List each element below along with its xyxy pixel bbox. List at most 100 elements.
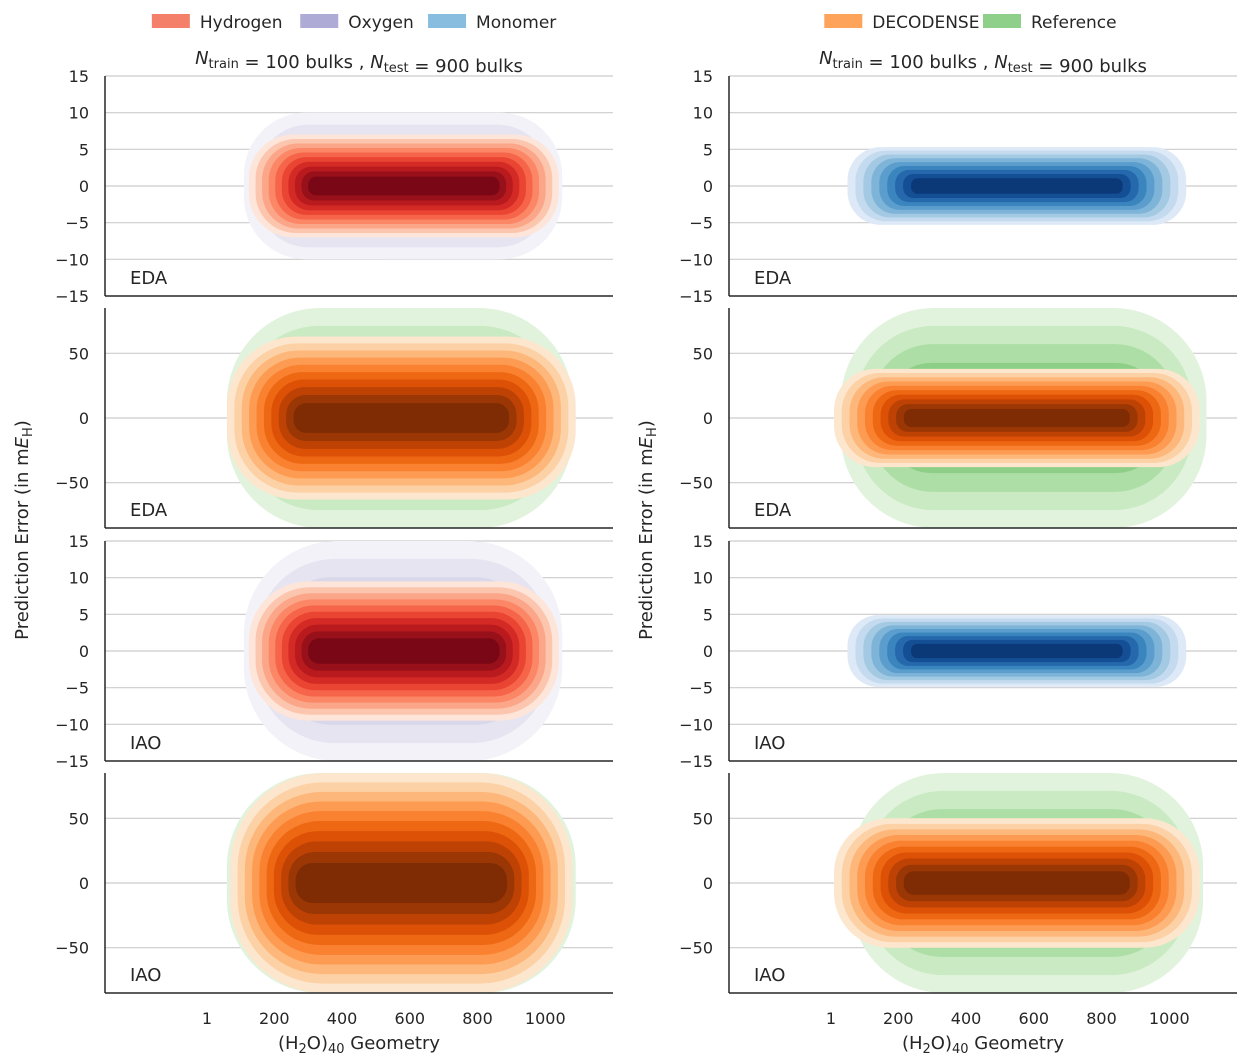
y-tick-label: −10 bbox=[679, 715, 713, 734]
density-panel: 50 0 −50 IAO bbox=[55, 773, 613, 994]
axis-labels: Ntrain = 100 bulks , Ntest = 900 bulks 1 2… bbox=[12, 48, 1190, 1053]
density-contours bbox=[833, 308, 1207, 528]
y-tick-label: −50 bbox=[55, 474, 89, 493]
y-tick-label: 10 bbox=[693, 569, 713, 588]
y-tick-label: 50 bbox=[693, 809, 713, 828]
y-axis-label: Prediction Error (in mEH) bbox=[12, 420, 36, 640]
contour-level bbox=[308, 176, 500, 196]
density-contours bbox=[243, 541, 563, 761]
y-tick-label: 0 bbox=[79, 642, 89, 661]
density-panel: 15 10 5 0 −5 −10 −15 IAO bbox=[679, 532, 1237, 771]
density-panel: 15 10 5 0 −5 −10 −15 EDA bbox=[679, 67, 1237, 306]
y-tick-label: 50 bbox=[69, 809, 89, 828]
subplot-title: Ntrain = 100 bulks , Ntest = 900 bulks bbox=[819, 48, 1147, 77]
x-tick-label: 600 bbox=[395, 1009, 426, 1028]
y-tick-label: 0 bbox=[703, 642, 713, 661]
y-tick-label: 15 bbox=[693, 532, 713, 551]
density-contours bbox=[847, 615, 1187, 687]
y-tick-label: −15 bbox=[679, 287, 713, 306]
y-tick-label: 5 bbox=[703, 605, 713, 624]
contour-level bbox=[911, 178, 1123, 194]
density-contours bbox=[847, 147, 1187, 225]
legend-swatch bbox=[824, 14, 863, 28]
x-tick-label: 400 bbox=[327, 1009, 358, 1028]
contour-level bbox=[903, 871, 1130, 895]
y-tick-label: −10 bbox=[679, 250, 713, 269]
y-axis-label: Prediction Error (in mEH) bbox=[636, 420, 660, 640]
panel-label: IAO bbox=[130, 733, 161, 754]
density-contours bbox=[226, 773, 576, 993]
y-tick-label: 10 bbox=[69, 569, 89, 588]
y-tick-label: −50 bbox=[679, 474, 713, 493]
y-tick-label: −5 bbox=[65, 679, 89, 698]
y-tick-label: −5 bbox=[65, 214, 89, 233]
y-tick-label: 0 bbox=[79, 409, 89, 428]
x-tick-label: 1000 bbox=[525, 1009, 566, 1028]
x-tick-label: 800 bbox=[1086, 1009, 1117, 1028]
panel-label: EDA bbox=[130, 268, 168, 289]
y-tick-label: 10 bbox=[69, 104, 89, 123]
contour-level bbox=[911, 643, 1123, 659]
y-tick-label: 10 bbox=[693, 104, 713, 123]
density-panel: 50 0 −50 EDA bbox=[55, 308, 613, 529]
contour-level bbox=[903, 409, 1130, 427]
x-tick-label: 400 bbox=[951, 1009, 982, 1028]
y-tick-label: 50 bbox=[69, 344, 89, 363]
x-tick-label: 600 bbox=[1019, 1009, 1050, 1028]
y-tick-label: 0 bbox=[79, 177, 89, 196]
y-tick-label: 50 bbox=[693, 344, 713, 363]
legend-label: DECODENSE bbox=[872, 13, 979, 33]
legend-swatch bbox=[300, 14, 339, 28]
y-tick-label: −5 bbox=[689, 214, 713, 233]
y-tick-label: 0 bbox=[703, 409, 713, 428]
density-panel: 15 10 5 0 −5 −10 −15 EDA bbox=[55, 67, 613, 306]
y-tick-label: 5 bbox=[79, 140, 89, 159]
subplot-title: Ntrain = 100 bulks , Ntest = 900 bulks bbox=[195, 48, 523, 77]
y-tick-label: 15 bbox=[693, 67, 713, 86]
contour-level bbox=[295, 862, 508, 904]
density-panel: 50 0 −50 IAO bbox=[679, 773, 1237, 994]
x-axis-label: (H2O)40 Geometry bbox=[902, 1033, 1064, 1053]
density-panel: 50 0 −50 EDA bbox=[679, 308, 1237, 529]
y-tick-label: 15 bbox=[69, 67, 89, 86]
y-tick-label: 5 bbox=[79, 605, 89, 624]
panel-label: EDA bbox=[754, 500, 792, 521]
x-tick-label: 1 bbox=[826, 1009, 836, 1028]
legend-swatch bbox=[428, 14, 467, 28]
x-tick-label: 200 bbox=[883, 1009, 914, 1028]
legend: DECODENSE Reference bbox=[824, 13, 1117, 33]
y-tick-label: 5 bbox=[703, 140, 713, 159]
x-tick-label: 200 bbox=[259, 1009, 290, 1028]
contour-level bbox=[293, 403, 510, 433]
legend: Hydrogen Oxygen Monomer bbox=[151, 13, 556, 33]
legends: Hydrogen Oxygen Monomer DECODENSE Reference bbox=[151, 13, 1117, 33]
panel-label: IAO bbox=[130, 965, 161, 986]
density-panels: 151050−5−10−15EDA500−50EDA151050−5−10−15… bbox=[55, 67, 1237, 994]
panel-label: EDA bbox=[754, 268, 792, 289]
y-tick-label: 0 bbox=[703, 177, 713, 196]
y-tick-label: 0 bbox=[79, 874, 89, 893]
density-contours bbox=[243, 112, 563, 260]
y-tick-label: −15 bbox=[55, 752, 89, 771]
y-tick-label: −50 bbox=[679, 939, 713, 958]
y-tick-label: −50 bbox=[55, 939, 89, 958]
y-tick-label: 15 bbox=[69, 532, 89, 551]
y-tick-label: −15 bbox=[679, 752, 713, 771]
panel-label: IAO bbox=[754, 965, 785, 986]
y-tick-label: −10 bbox=[55, 715, 89, 734]
legend-swatch bbox=[151, 14, 190, 28]
legend-label: Reference bbox=[1031, 13, 1117, 33]
y-tick-label: −10 bbox=[55, 250, 89, 269]
legend-label: Monomer bbox=[476, 13, 556, 33]
density-contours bbox=[833, 773, 1204, 993]
legend-label: Hydrogen bbox=[200, 13, 283, 33]
x-axis-label: (H2O)40 Geometry bbox=[278, 1033, 440, 1053]
density-contours bbox=[226, 308, 576, 528]
panel-label: IAO bbox=[754, 733, 785, 754]
x-tick-label: 1000 bbox=[1149, 1009, 1190, 1028]
legend-swatch bbox=[983, 14, 1021, 28]
density-panel: 15 10 5 0 −5 −10 −15 IAO bbox=[55, 532, 613, 771]
legend-label: Oxygen bbox=[348, 13, 414, 33]
y-tick-label: 0 bbox=[703, 874, 713, 893]
